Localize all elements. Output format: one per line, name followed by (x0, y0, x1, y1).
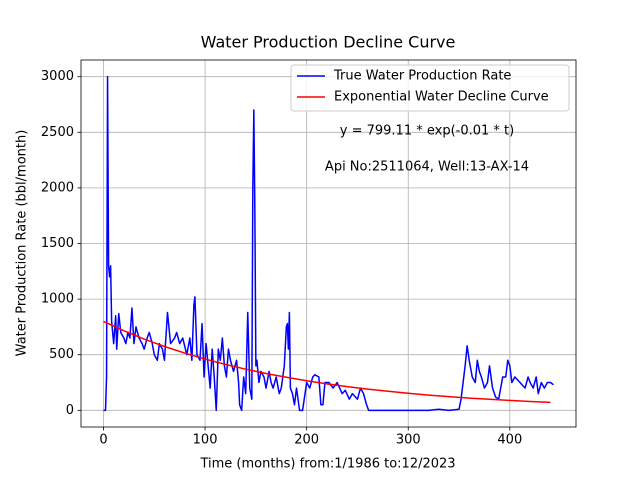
annotation: y = 799.11 * exp(-0.01 * t) (340, 124, 514, 139)
y-tick-label: 1500 (41, 236, 74, 251)
legend-box (290, 64, 570, 112)
y-tick-label: 2000 (41, 180, 74, 195)
data-line (103, 75, 554, 412)
plot-frame (80, 59, 577, 428)
legend-label: Exponential Water Decline Curve (334, 90, 549, 105)
x-tick-label: 400 (497, 433, 522, 448)
data-line (103, 320, 551, 404)
x-tick-label: 0 (99, 433, 107, 448)
x-tick-label: 100 (193, 433, 218, 448)
chart-title: Water Production Decline Curve (201, 33, 456, 52)
y-tick-label: 0 (66, 403, 74, 418)
annotation: Api No:2511064, Well:13-AX-14 (325, 160, 529, 175)
y-tick-label: 3000 (41, 69, 74, 84)
y-tick-label: 500 (49, 347, 74, 362)
legend-label: True Water Production Rate (333, 69, 511, 84)
y-axis-label: Water Production Rate (bbl/month) (15, 130, 30, 357)
x-axis-label: Time (months) from:1/1986 to:12/2023 (199, 457, 455, 472)
y-tick-label: 1000 (41, 292, 74, 307)
x-tick-label: 300 (396, 433, 421, 448)
x-tick-label: 200 (294, 433, 319, 448)
y-tick-label: 2500 (41, 125, 74, 140)
